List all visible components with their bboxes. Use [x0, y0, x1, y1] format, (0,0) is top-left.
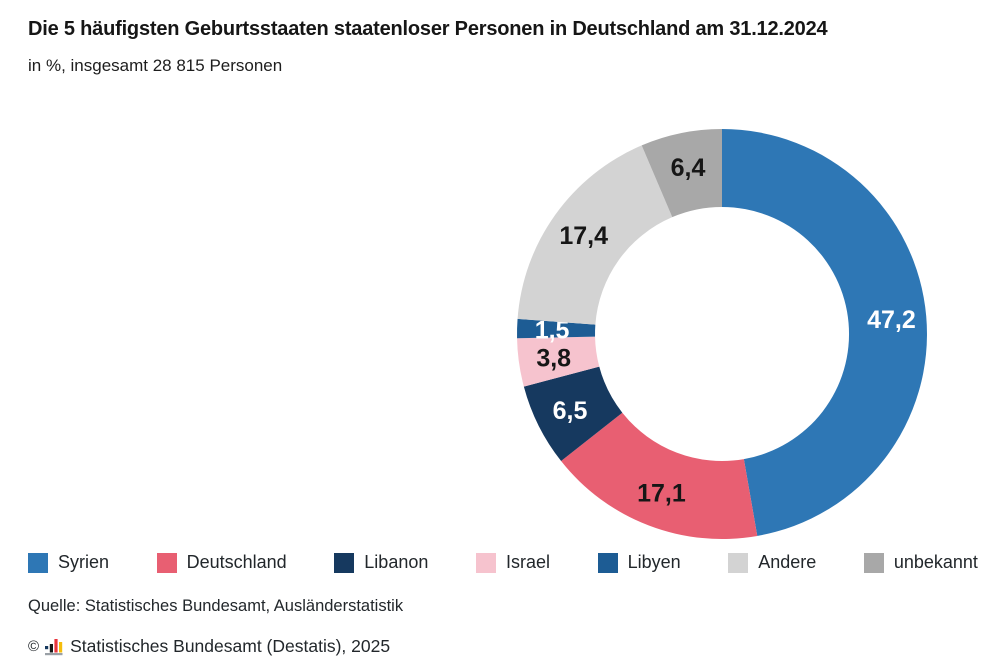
donut-chart: 47,217,16,53,81,517,46,4 — [516, 129, 927, 539]
legend-label: Syrien — [58, 552, 110, 572]
legend-label: Andere — [758, 552, 817, 572]
slice-value-israel: 3,8 — [536, 344, 571, 372]
legend-item-libanon: Libanon — [334, 552, 428, 573]
legend-label: Libyen — [627, 552, 681, 572]
donut-segment-libyen — [516, 318, 596, 339]
slice-value-deutschland: 17,1 — [637, 480, 686, 508]
legend-label: unbekannt — [893, 552, 978, 572]
slice-value-unbekannt: 6,4 — [671, 154, 706, 182]
chart-subtitle: in %, insgesamt 28 815 Personen — [28, 56, 283, 75]
legend-label: Deutschland — [186, 552, 287, 572]
legend-label: Israel — [505, 552, 550, 572]
slice-value-andere: 17,4 — [559, 222, 608, 250]
legend-item-deutschland: Deutschland — [156, 552, 287, 573]
legend-swatch-syrien — [28, 552, 48, 573]
legend-item-syrien: Syrien — [28, 552, 109, 573]
copyright-symbol: © — [28, 638, 40, 655]
donut-segment-syrien — [722, 129, 927, 536]
legend-item-libyen: Libyen — [597, 552, 681, 573]
legend-swatch-andere — [728, 552, 749, 573]
legend-item-israel: Israel — [475, 552, 550, 573]
donut-segment-andere — [517, 145, 673, 325]
destatis-logo-icon — [45, 638, 63, 655]
donut-segment-libanon — [523, 366, 623, 462]
legend-swatch-unbekannt — [863, 552, 884, 573]
chart-legend: Syrien Deutschland Libanon Israel Libyen Ande… — [28, 552, 978, 573]
donut-segment-israel — [517, 336, 600, 387]
copyright-line: © Statistisches Bundesamt (Destatis), 20… — [28, 636, 390, 657]
legend-swatch-libyen — [597, 552, 618, 573]
legend-item-unbekannt: unbekannt — [863, 552, 978, 573]
donut-segment-unbekannt — [641, 129, 722, 218]
legend-swatch-libanon — [334, 552, 355, 573]
legend-item-andere: Andere — [728, 552, 816, 573]
copyright-text: Statistisches Bundesamt (Destatis), 2025 — [70, 636, 391, 656]
donut-segment-deutschland — [561, 412, 758, 539]
legend-label: Libanon — [364, 552, 429, 572]
legend-swatch-deutschland — [156, 552, 177, 573]
slice-value-libanon: 6,5 — [553, 397, 588, 425]
source-text: Quelle: Statistisches Bundesamt, Ausländ… — [28, 597, 404, 615]
legend-swatch-israel — [475, 552, 496, 573]
chart-title: Die 5 häufigsten Geburtsstaaten staatenl… — [28, 18, 828, 40]
slice-value-syrien: 47,2 — [867, 306, 916, 334]
